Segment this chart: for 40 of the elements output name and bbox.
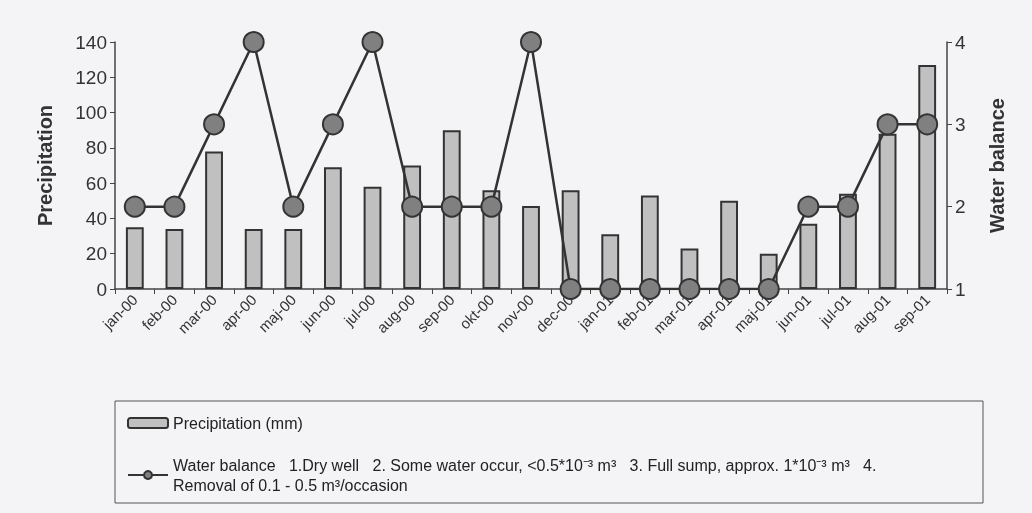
y-tick-label: 80 <box>85 137 107 159</box>
y-tick-label: 20 <box>85 243 107 265</box>
point <box>440 195 463 218</box>
y-tick-label: 120 <box>75 66 107 88</box>
point <box>916 113 939 136</box>
y2-axis-title: Water balance <box>986 98 1008 233</box>
y-tick-label: 0 <box>96 278 107 300</box>
point <box>123 195 146 218</box>
point <box>321 113 344 136</box>
point <box>401 195 424 218</box>
point <box>361 31 384 53</box>
bar <box>244 229 263 289</box>
y2-tick-label: 2 <box>955 196 966 218</box>
point <box>203 113 226 136</box>
legend-label: Precipitation (mm) <box>173 414 303 432</box>
bar <box>125 227 144 289</box>
bar <box>284 229 303 289</box>
y2-tick-label: 1 <box>955 278 966 300</box>
point <box>282 195 305 218</box>
bar <box>323 167 342 289</box>
bar <box>205 151 223 289</box>
y2-tick-label: 3 <box>955 113 966 135</box>
bar <box>522 206 540 289</box>
point <box>163 195 186 218</box>
y-tick-label: 40 <box>85 207 107 229</box>
point <box>797 195 820 218</box>
point <box>480 195 503 218</box>
point <box>836 195 859 218</box>
y-axis-title: Precipitation <box>34 104 56 227</box>
point <box>242 31 265 53</box>
bar <box>165 229 184 289</box>
y-tick-label: 100 <box>75 102 107 124</box>
bar <box>363 186 382 289</box>
bar <box>918 64 937 289</box>
legend-label: Water balance 1.Dry well 2. Some water occur, <0.5*10⁻³ m³ 3. Full sump, approx. 1*10⁻³ m³ 4. Removal of 0.1 - 0.5 m³/occasion <box>173 456 881 494</box>
y-tick-label: 60 <box>85 172 107 194</box>
y2-tick-label: 4 <box>955 31 966 53</box>
point <box>520 31 542 53</box>
point <box>876 113 899 136</box>
y-tick-label: 140 <box>75 31 107 53</box>
